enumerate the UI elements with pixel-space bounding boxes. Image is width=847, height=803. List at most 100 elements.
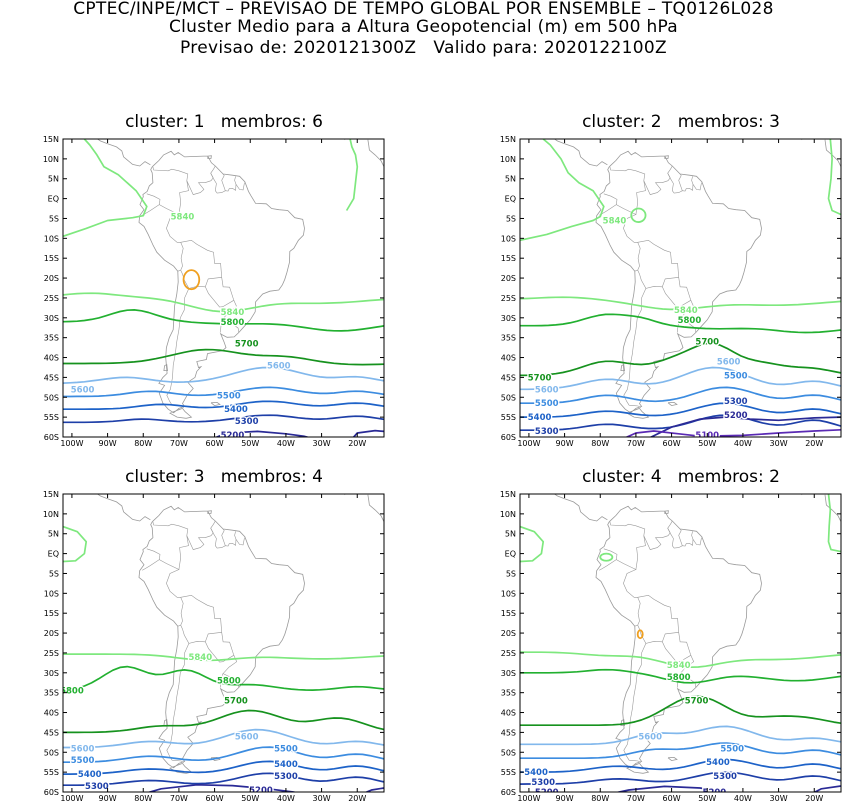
country-border: [210, 528, 237, 549]
contour-line: [827, 139, 841, 216]
contour-label: 5800: [60, 687, 84, 697]
contour-label: 5700: [695, 338, 719, 348]
contour-line: [352, 429, 384, 437]
contour-label: 5800: [667, 673, 691, 683]
contour-line: [63, 665, 384, 691]
lat-tick-label: 50S: [501, 393, 516, 402]
contour-line: [520, 725, 841, 746]
contour-line: [520, 139, 605, 242]
lat-tick-label: 35S: [501, 334, 516, 343]
contour-label: 5200: [535, 788, 559, 798]
contour-label: 5200: [724, 411, 748, 421]
country-border: [662, 277, 692, 308]
contour-label: 5840: [667, 661, 691, 671]
lon-tick-label: 40W: [734, 439, 752, 448]
lat-tick-label: 25S: [501, 649, 516, 658]
header-title-line-1: CPTEC/INPE/MCT – PREVISAO DE TEMPO GLOBA…: [73, 0, 774, 19]
contour-label: 5600: [71, 385, 95, 395]
contour-line: [63, 139, 148, 238]
lat-tick-label: 5N: [48, 530, 59, 539]
lon-tick-label: 20W: [348, 439, 366, 448]
map-frame: [62, 138, 385, 438]
country-border: [166, 288, 190, 408]
lat-tick-label: 15N: [43, 135, 59, 144]
country-border: [159, 559, 184, 627]
contour-line: [146, 783, 298, 792]
contour-line: [63, 414, 384, 424]
lat-tick-label: 55S: [44, 413, 59, 422]
country-border: [186, 165, 216, 195]
contour-line: [63, 746, 384, 764]
lon-tick-label: 100W: [60, 794, 83, 803]
contour-line: [63, 400, 384, 411]
panel-2-title: cluster: 2 membros: 3: [582, 112, 780, 132]
lon-tick-label: 20W: [805, 794, 823, 803]
country-border: [609, 166, 646, 215]
contour-label: 5600: [717, 358, 741, 368]
lon-tick-label: 30W: [770, 794, 788, 803]
contour-line: [520, 668, 841, 684]
lon-tick-label: 60W: [206, 794, 224, 803]
contour-line: [63, 709, 384, 734]
lon-tick-label: 60W: [663, 794, 681, 803]
contour-label: 5400: [524, 768, 548, 778]
lat-tick-label: 50S: [44, 393, 59, 402]
contour-label: 5800: [678, 316, 702, 326]
contour-label: 5840: [188, 653, 212, 663]
lat-tick-label: 45S: [501, 373, 516, 382]
lat-tick-label: 5N: [505, 175, 516, 184]
contour-label: 5500: [71, 756, 95, 766]
lat-tick-label: 40S: [501, 354, 516, 363]
country-border: [678, 173, 683, 191]
country-border: [222, 655, 240, 688]
lat-tick-label: 60S: [44, 433, 59, 442]
country-border: [152, 521, 189, 570]
contour-label: 5300: [713, 772, 737, 782]
lat-tick-label: 10S: [501, 234, 516, 243]
contour-label: 5300: [724, 397, 748, 407]
lat-tick-label: EQ: [505, 550, 516, 559]
lon-tick-label: 90W: [99, 439, 117, 448]
lat-tick-label: 60S: [501, 788, 516, 797]
country-border: [677, 673, 681, 688]
country-border: [221, 528, 226, 546]
closed-contour: [182, 269, 201, 291]
lon-tick-label: 50W: [241, 794, 259, 803]
contour-label: 5500: [724, 371, 748, 381]
lat-tick-label: 35S: [44, 689, 59, 698]
lon-tick-label: 40W: [734, 794, 752, 803]
contour-line: [63, 366, 384, 384]
contour-line: [520, 386, 841, 405]
contour-label: 5400: [528, 413, 552, 423]
lon-tick-label: 90W: [556, 439, 574, 448]
lon-tick-label: 100W: [517, 439, 540, 448]
country-border: [186, 520, 216, 550]
contour-label: 5300: [535, 427, 559, 437]
lat-tick-label: 60S: [501, 433, 516, 442]
lat-tick-label: 10S: [44, 589, 59, 598]
contour-label: 5500: [720, 744, 744, 754]
contour-line: [63, 348, 384, 366]
lat-tick-label: 20S: [501, 629, 516, 638]
contour-line: [520, 402, 841, 418]
closed-contour: [630, 207, 647, 223]
lat-tick-label: 55S: [501, 768, 516, 777]
lon-tick-label: 80W: [134, 794, 152, 803]
country-border: [235, 182, 245, 191]
contour-line: [520, 366, 841, 391]
panel-1-title: cluster: 1 membros: 6: [125, 112, 323, 132]
lon-tick-label: 30W: [313, 439, 331, 448]
lat-tick-label: 15S: [44, 609, 59, 618]
lat-tick-label: 10N: [43, 155, 59, 164]
lat-tick-label: 15N: [500, 135, 516, 144]
contour-label: 5500: [535, 399, 559, 409]
contour-line: [63, 760, 384, 775]
contour-label: 5600: [638, 732, 662, 742]
coastline: [553, 494, 841, 774]
country-border: [643, 165, 673, 195]
contour-label: 5800: [221, 318, 245, 328]
country-border: [166, 643, 190, 763]
country-border: [205, 632, 235, 663]
contour-line: [813, 785, 841, 792]
